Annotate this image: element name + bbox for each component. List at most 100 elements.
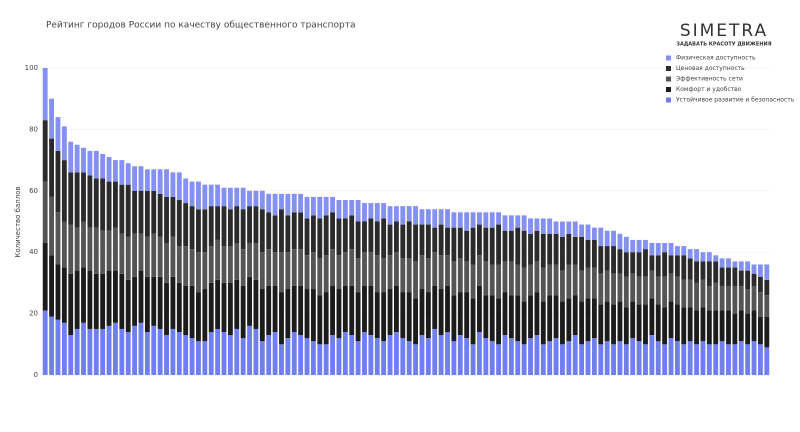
bar-segment [662,307,668,345]
bar-segment [451,227,457,262]
bar-segment [598,227,604,247]
bar-segment [183,246,189,286]
bar-segment [451,212,457,228]
bar-segment [464,261,470,293]
bar-segment [310,289,316,342]
bar-segment [291,285,297,333]
bar-segment [106,325,112,375]
bar-segment [87,175,93,228]
bar-segment [87,227,93,271]
bar-segment [336,218,342,256]
bar-segment [560,270,565,302]
bar-segment [374,292,380,339]
bar-segment [508,338,514,375]
bar-segment [400,206,406,225]
bar-segment [304,196,310,219]
bar-segment [393,221,399,253]
bar-segment [330,335,335,375]
bar-segment [68,141,74,173]
bar-segment [87,150,93,176]
bar-segment [726,285,731,311]
bar-segment [74,328,80,375]
bar-segment [61,126,67,161]
bar-segment [528,233,533,265]
bar-segment [49,98,55,139]
bar-segment [445,255,450,286]
bar-segment [125,236,131,280]
bar-segment [272,332,278,375]
bar-segment [374,203,380,222]
bar-segment [208,332,214,375]
bar-segment [151,233,157,277]
bar-segment [413,224,419,262]
bar-segment [400,224,406,259]
bar-segment [221,332,227,375]
bar-segment [757,264,763,277]
bar-segment [310,341,316,375]
bar-segment [298,212,304,250]
bar-segment [381,258,387,293]
bar-segment [151,325,157,375]
bar-segment [138,166,144,191]
bar-segment [240,338,246,375]
bar-segment [425,338,431,375]
bar-segment [719,285,725,311]
bar-segment [42,181,48,243]
bar-segment [106,270,112,326]
bar-segment [49,255,55,317]
bar-segment [515,295,521,342]
bar-segment [617,341,623,375]
bar-segment [164,282,169,336]
bar-segment [279,252,284,293]
bar-segment [470,298,476,345]
bar-segment [457,258,463,293]
bar-segment [547,233,553,265]
bar-segment [445,227,450,256]
bar-segment [183,203,189,247]
bar-segment [215,206,221,240]
bar-segment [611,246,616,274]
bar-segment [138,322,144,375]
bar-segment [438,335,444,375]
bar-segment [764,264,770,280]
bar-segment [540,267,546,302]
y-axis-label: Количество баллов [14,186,22,257]
bar-segment [745,289,751,314]
bar-segment [259,289,265,342]
bar-segment [566,341,572,375]
bar-segment [157,276,163,329]
bar-segment [694,282,699,311]
bar-segment [445,285,450,333]
bar-segment [291,212,297,250]
bar-segment [113,160,118,182]
bar-segment [757,292,763,317]
bar-segment [368,285,374,336]
bar-segment [636,276,642,305]
bar-segment [387,255,393,290]
bar-segment [719,267,725,286]
bar-segment [700,261,706,280]
bar-segment [113,270,118,323]
bar-segment [521,344,527,375]
bar-segment [534,218,540,231]
bar-segment [247,206,252,243]
bar-segment [668,255,674,274]
bar-segment [419,209,425,225]
bar-segment [119,233,125,274]
bar-segment [362,203,367,222]
bar-segment [125,279,131,333]
bar-segment [585,267,591,299]
bar-segment [253,206,259,243]
bar-segment [374,255,380,293]
bar-segment [259,209,265,253]
bar-segment [221,206,227,247]
bar-segment [726,258,731,268]
bar-segment [643,249,648,277]
bar-segment [655,276,661,305]
bar-segment [342,200,348,219]
bar-segment [483,227,489,262]
bar-segment [757,316,763,345]
bar-segment [630,252,636,274]
bar-segment [355,258,361,293]
bar-segment [528,264,533,296]
